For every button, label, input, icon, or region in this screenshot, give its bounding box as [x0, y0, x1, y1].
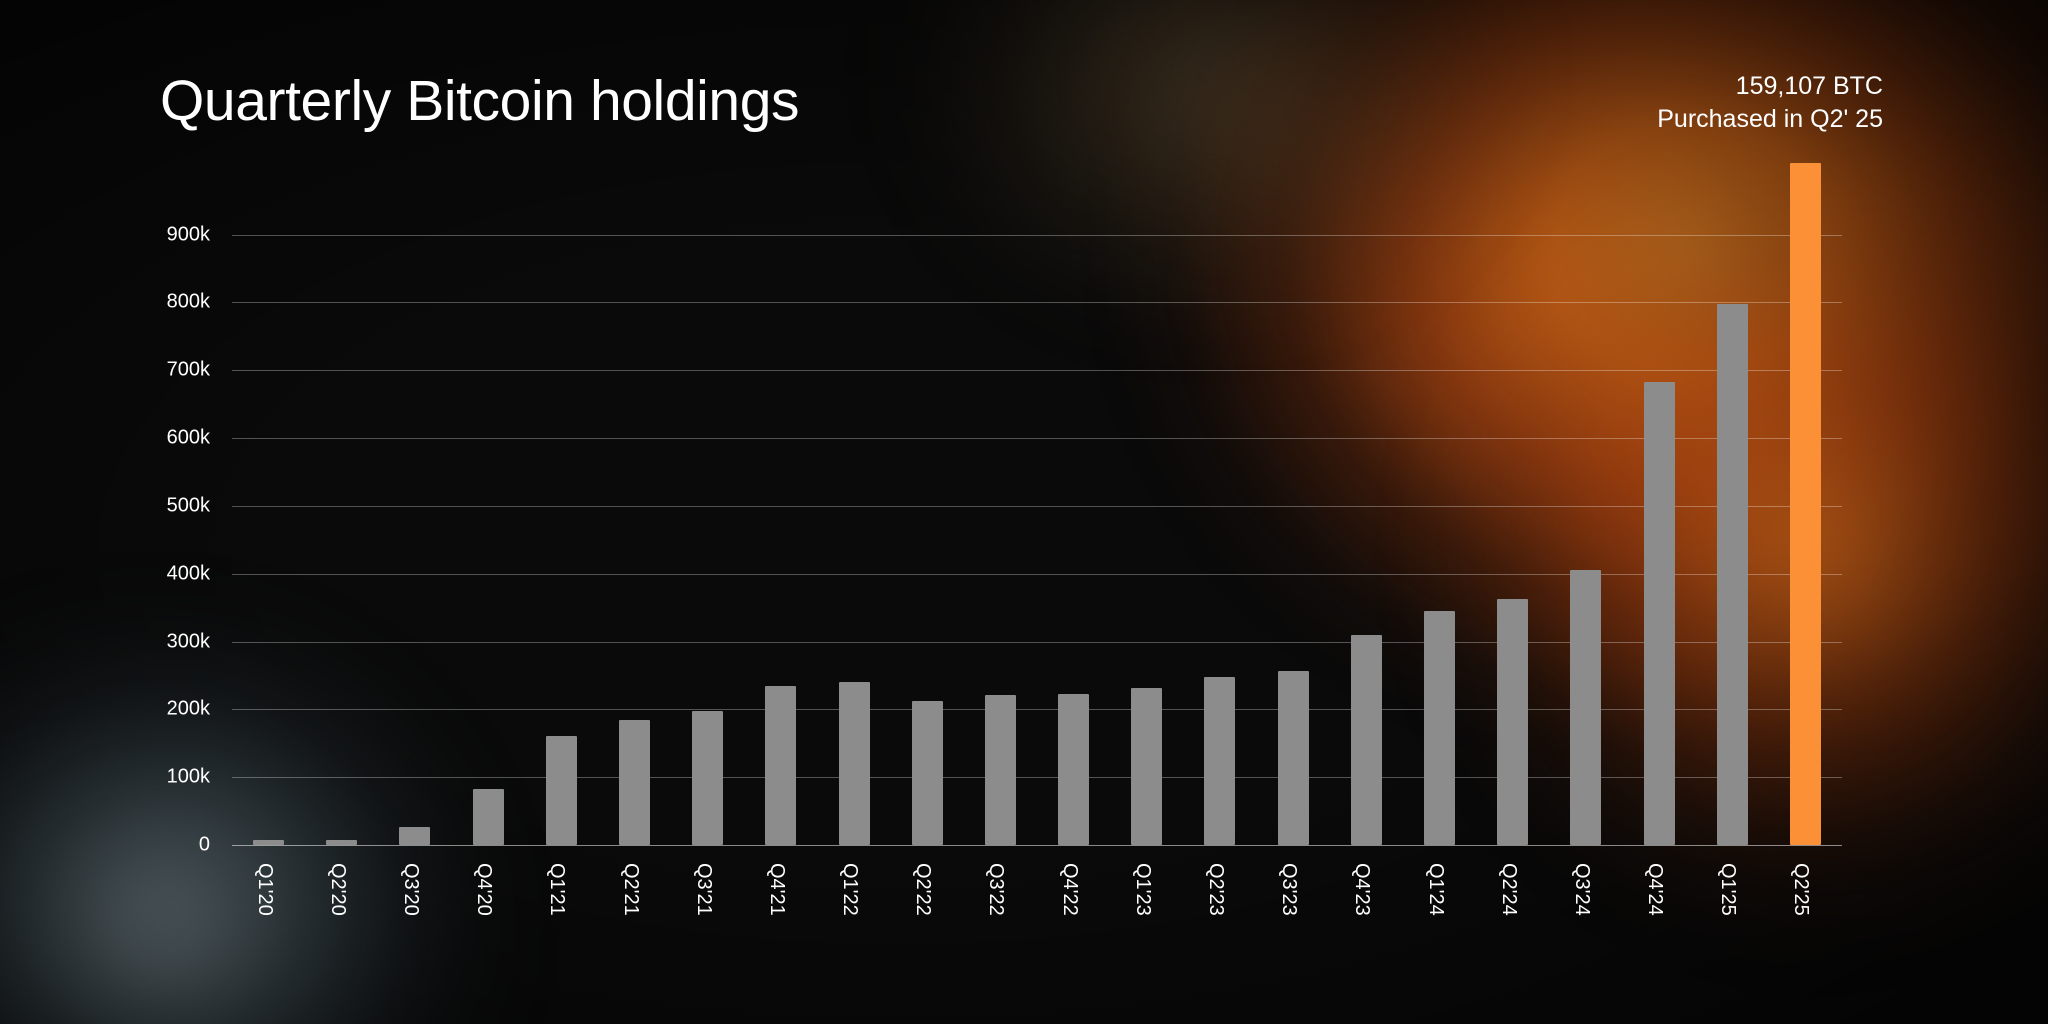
- y-axis-tick-label: 100k: [166, 765, 210, 788]
- x-axis-tick-label: Q2'24: [1497, 863, 1520, 916]
- x-axis-tick-label: Q4'22: [1058, 863, 1081, 916]
- gridline-400k: [232, 573, 1842, 575]
- x-axis-tick-label: Q4'20: [473, 863, 496, 916]
- bar-Q4'21[interactable]: [765, 686, 797, 845]
- x-axis-tick-label: Q3'22: [985, 863, 1008, 916]
- x-axis-tick-label: Q3'23: [1278, 863, 1301, 916]
- x-axis-tick-label: Q2'20: [326, 863, 349, 916]
- bar-Q4'23[interactable]: [1350, 634, 1382, 845]
- gridline-300k: [232, 641, 1842, 643]
- bar-Q3'20[interactable]: [399, 827, 431, 845]
- x-axis-tick-label: Q1'25: [1717, 863, 1740, 916]
- bar-Q4'22[interactable]: [1058, 694, 1090, 845]
- y-axis-tick-label: 300k: [166, 630, 210, 653]
- y-axis-tick-label: 200k: [166, 697, 210, 720]
- bar-Q2'20[interactable]: [326, 839, 358, 845]
- gridline-800k: [232, 302, 1842, 304]
- gridline-900k: [232, 234, 1842, 236]
- annotation-caption: Purchased in Q2' 25: [1657, 105, 1883, 133]
- x-axis-tick-label: Q1'20: [253, 863, 276, 916]
- bar-Q2'21[interactable]: [619, 719, 650, 845]
- bar-Q3'21[interactable]: [692, 711, 724, 845]
- x-axis-labels: Q1'20 Q2'20 Q3'20 Q4'20 Q1'21 Q2'21 Q3'21 Q4'21…: [232, 845, 1842, 1024]
- y-axis-tick-label: 600k: [166, 426, 210, 449]
- bar-Q2'23[interactable]: [1204, 676, 1236, 845]
- y-axis-tick-label: 0: [198, 833, 210, 856]
- x-axis-tick-label: Q2'25: [1790, 863, 1813, 916]
- x-axis-tick-label: Q3'24: [1570, 863, 1593, 916]
- bar-Q1'24[interactable]: [1424, 611, 1455, 845]
- x-axis-tick-label: Q1'23: [1131, 863, 1154, 916]
- bar-series: [232, 160, 1842, 845]
- x-axis-tick-label: Q2'23: [1204, 863, 1227, 916]
- gridlines: [232, 160, 1842, 846]
- y-axis-tick-label: 400k: [166, 562, 210, 585]
- x-axis-tick-label: Q1'22: [839, 863, 862, 916]
- x-axis-tick-label: Q2'22: [912, 863, 935, 916]
- bar-Q1'21[interactable]: [545, 735, 577, 845]
- gridline-600k: [232, 438, 1842, 440]
- x-axis-tick-label: Q3'20: [399, 863, 422, 916]
- bar-Q4'24[interactable]: [1643, 381, 1675, 845]
- x-axis-tick-label: Q4'21: [765, 863, 788, 916]
- plot-area: 0 100k 200k 300k 400k 500k 600k 700k 800k 900k Q1…: [167, 160, 1842, 916]
- bar-Q3'23[interactable]: [1277, 671, 1309, 845]
- y-axis-labels: 0 100k 200k 300k 400k 500k 600k 700k 800k 900k: [167, 160, 1842, 855]
- bar-Q1'20[interactable]: [253, 839, 285, 845]
- x-axis-tick-label: Q1'21: [546, 863, 569, 916]
- x-axis-tick-label: Q4'23: [1351, 863, 1374, 916]
- annotation-amount: 159,107 BTC: [1735, 72, 1883, 100]
- x-axis-tick-label: Q2'21: [619, 863, 642, 916]
- bar-Q3'24[interactable]: [1570, 570, 1602, 845]
- y-axis-tick-label: 900k: [166, 223, 210, 246]
- y-axis-tick-label: 700k: [166, 358, 210, 381]
- bar-Q2'22[interactable]: [911, 701, 943, 845]
- gridline-200k: [232, 709, 1842, 711]
- bar-Q3'22[interactable]: [984, 695, 1016, 845]
- y-axis-tick-label: 500k: [166, 494, 210, 517]
- bar-Q1'22[interactable]: [838, 681, 870, 845]
- gridline-700k: [232, 370, 1842, 372]
- gridline-500k: [232, 505, 1842, 507]
- purchase-annotation: 159,107 BTC Purchased in Q2' 25: [1657, 70, 1883, 136]
- page-title: Quarterly Bitcoin holdings: [160, 69, 800, 133]
- bar-Q1'25[interactable]: [1716, 304, 1748, 845]
- bar-Q2'24[interactable]: [1497, 598, 1529, 845]
- y-axis-tick-label: 800k: [166, 290, 210, 313]
- x-axis-tick-label: Q4'24: [1644, 863, 1667, 916]
- gridline-100k: [232, 777, 1842, 779]
- x-axis-tick-label: Q3'21: [692, 863, 715, 916]
- bar-Q2'25[interactable]: [1789, 163, 1821, 845]
- x-axis-tick-label: Q1'24: [1424, 863, 1447, 916]
- gridline-0: [232, 845, 1842, 846]
- bar-Q1'23[interactable]: [1131, 687, 1163, 845]
- bar-Q4'20[interactable]: [472, 789, 504, 845]
